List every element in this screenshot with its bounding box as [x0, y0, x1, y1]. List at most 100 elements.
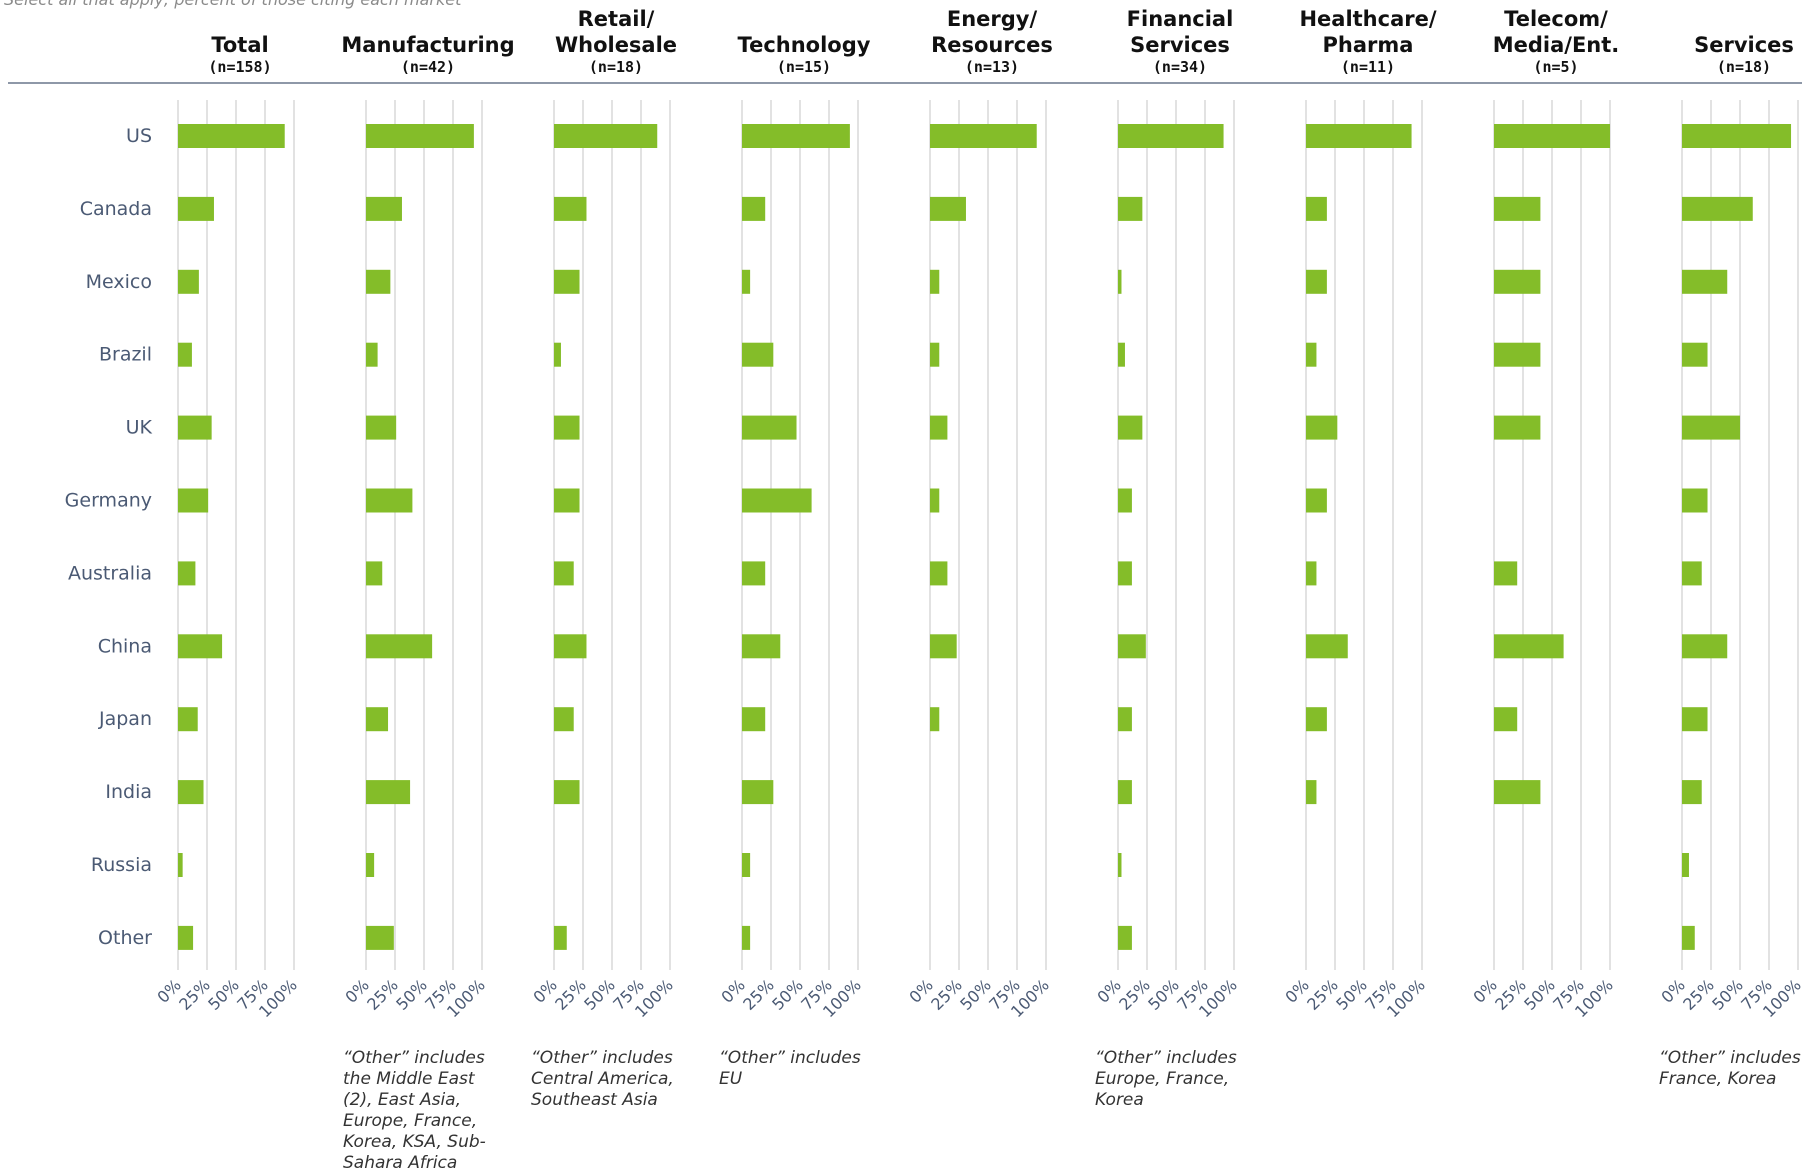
bar — [1118, 634, 1146, 659]
panel-title: Technology — [738, 33, 871, 57]
panel-note: “Other” includes Europe, France, Korea — [1095, 1048, 1237, 1110]
x-tick-label: 25% — [175, 975, 214, 1014]
bar — [554, 488, 580, 513]
bar — [366, 488, 413, 513]
x-tick-label: 50% — [204, 975, 243, 1014]
panel-title: Telecom/ — [1504, 7, 1608, 31]
panel-title: Retail/ — [578, 7, 655, 31]
x-tick-label: 50% — [1520, 975, 1559, 1014]
panel-title: Services — [1694, 33, 1794, 57]
bar — [1682, 488, 1708, 513]
bar — [1118, 780, 1132, 805]
x-tick-label: 50% — [392, 975, 431, 1014]
bar — [1118, 124, 1224, 148]
bar — [742, 488, 812, 513]
bar — [1306, 124, 1412, 148]
bar — [554, 634, 587, 659]
bar — [1118, 269, 1122, 294]
bar — [554, 925, 567, 950]
bar — [1306, 269, 1327, 294]
row-label-japan: Japan — [98, 708, 152, 730]
bar — [930, 269, 940, 294]
bar — [742, 707, 766, 732]
x-tick-label: 25% — [927, 975, 966, 1014]
panel-note: “Other” includes EU — [719, 1048, 861, 1089]
bar — [930, 342, 940, 367]
bar — [1682, 124, 1792, 148]
row-label-germany: Germany — [65, 490, 152, 512]
bar — [1494, 415, 1541, 440]
panel-note: “Other” includes Central America, Southe… — [531, 1048, 674, 1110]
x-tick-label: 50% — [580, 975, 619, 1014]
bar — [554, 124, 658, 148]
x-tick-label: 25% — [739, 975, 778, 1014]
bar — [1118, 561, 1132, 586]
bar — [930, 196, 966, 221]
bar — [1306, 342, 1317, 367]
bar — [1494, 707, 1518, 732]
bar — [1118, 196, 1143, 221]
bar — [930, 415, 948, 440]
bar — [742, 196, 766, 221]
bar — [930, 561, 948, 586]
row-label-other: Other — [98, 927, 152, 949]
bar — [930, 124, 1037, 148]
bar — [178, 342, 192, 367]
panel-sample-size: (n=158) — [208, 58, 271, 76]
bar — [1494, 561, 1518, 586]
panel-title: Media/Ent. — [1493, 33, 1620, 57]
bar — [930, 634, 957, 659]
bar — [1306, 415, 1338, 440]
bar — [178, 196, 214, 221]
bar — [1682, 707, 1708, 732]
bar — [366, 269, 391, 294]
bar — [742, 269, 751, 294]
bar — [1306, 634, 1348, 659]
bar — [1682, 634, 1728, 659]
bar — [1494, 124, 1610, 148]
panel-title: Financial — [1127, 7, 1234, 31]
bar — [178, 780, 204, 805]
x-tick-label: 50% — [956, 975, 995, 1014]
panel-title: Resources — [931, 33, 1053, 57]
bar — [742, 415, 797, 440]
bar — [554, 415, 580, 440]
bar — [1118, 415, 1143, 440]
row-labels: US Canada Mexico Brazil UK Germany Australia Ch… — [65, 125, 153, 949]
bar — [1494, 269, 1541, 294]
bar — [554, 707, 574, 732]
x-tick-label: 50% — [768, 975, 807, 1014]
panel-sample-size: (n=13) — [965, 58, 1019, 76]
bar — [1494, 342, 1541, 367]
row-label-china: China — [98, 635, 152, 657]
bar — [366, 707, 389, 732]
chart-top-note: Select all that apply; percent of those … — [4, 0, 461, 9]
row-label-uk: UK — [126, 417, 153, 439]
bar — [1682, 269, 1728, 294]
panel-note: “Other” includes the Middle East (2), Ea… — [343, 1048, 486, 1173]
x-tick-label: 25% — [1491, 975, 1530, 1014]
bar — [178, 415, 212, 440]
panel-headers: Total(n=158) Manufacturing(n=42) Retail/Wh… — [208, 7, 1794, 76]
panel-sample-size: (n=5) — [1533, 58, 1578, 76]
bar — [1682, 342, 1708, 367]
bar — [178, 269, 199, 294]
x-tick-label: 25% — [363, 975, 402, 1014]
bar — [178, 124, 285, 148]
panel-title: Manufacturing — [341, 33, 514, 57]
bar — [366, 561, 383, 586]
panel-title: Services — [1130, 33, 1230, 57]
row-label-brazil: Brazil — [99, 344, 152, 366]
bar — [554, 196, 587, 221]
panel-sample-size: (n=18) — [1717, 58, 1771, 76]
panel-title: Pharma — [1323, 33, 1414, 57]
bar — [1306, 196, 1327, 221]
bar — [554, 269, 580, 294]
row-label-india: India — [105, 781, 152, 803]
x-tick-label: 50% — [1332, 975, 1371, 1014]
x-tick-label: 25% — [1303, 975, 1342, 1014]
bar — [178, 925, 194, 950]
bar — [930, 488, 940, 513]
bar — [1118, 342, 1125, 367]
bar — [366, 415, 397, 440]
